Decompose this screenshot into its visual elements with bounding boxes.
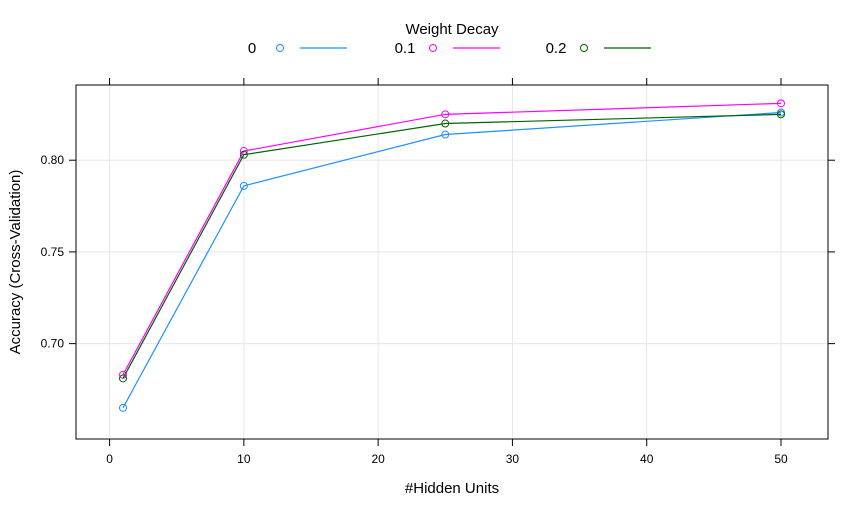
series-0-point	[119, 403, 127, 412]
gridlines	[76, 85, 828, 439]
series-0-1-point	[441, 110, 450, 119]
series-0-2-point	[239, 150, 248, 159]
x-tick-label: 40	[640, 452, 654, 466]
legend-items: 0 0.1 0.2	[248, 40, 651, 57]
x-tick-label: 20	[371, 452, 385, 466]
legend-item-0-1-label: 0.1	[395, 40, 416, 57]
legend: Weight Decay 0 0.1 0.2	[248, 21, 651, 57]
y-tick-label: 0.80	[41, 153, 65, 167]
series-0-point	[239, 181, 248, 190]
series-0-1-point	[777, 99, 785, 108]
series-0-2-line	[122, 113, 782, 379]
legend-item-0-label: 0	[248, 40, 256, 57]
x-axis-title: #Hidden Units	[405, 480, 499, 497]
y-tick-label: 0.75	[41, 245, 65, 259]
series-0-2-point	[441, 119, 450, 128]
y-axis-title: Accuracy (Cross-Validation)	[7, 170, 24, 355]
series-0-2-point	[777, 110, 785, 119]
x-tick-label: 50	[774, 452, 788, 466]
axes: 0 10 20 30 40 50 0.70 0.75 0.80	[41, 78, 835, 466]
legend-item-0-marker	[276, 44, 284, 52]
legend-title: Weight Decay	[405, 21, 499, 38]
series-0-1-line	[122, 102, 782, 376]
series-0-point	[441, 130, 450, 139]
y-tick-label: 0.70	[41, 337, 65, 351]
plot-frame	[75, 84, 829, 440]
series-0-2-point	[119, 374, 127, 383]
x-tick-label: 0	[106, 452, 113, 466]
x-tick-label: 10	[237, 452, 251, 466]
x-tick-label: 30	[506, 452, 520, 466]
series-layer	[119, 99, 785, 412]
legend-item-0-2-label: 0.2	[546, 40, 567, 57]
legend-item-0-2-marker	[580, 44, 588, 52]
series-0-line	[122, 111, 782, 409]
legend-item-0-1-marker	[429, 44, 437, 52]
